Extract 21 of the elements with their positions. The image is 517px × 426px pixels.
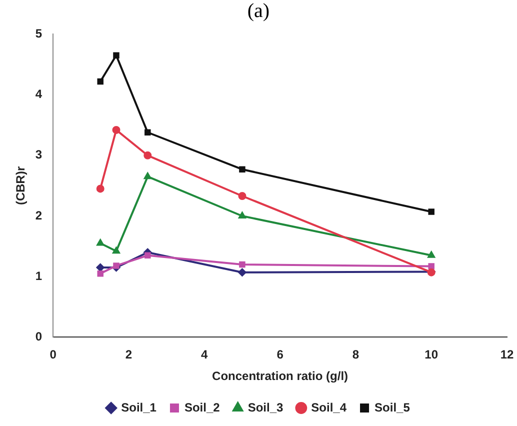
x-tick-label: 10 (424, 348, 438, 362)
legend-label: Soil_5 (374, 400, 410, 414)
y-axis-title: (CBR)r (14, 166, 28, 206)
x-tick-label: 6 (276, 348, 284, 362)
y-tick-label: 4 (35, 87, 42, 102)
legend-label: Soil_2 (184, 400, 220, 414)
x-tick-label: 8 (352, 348, 360, 362)
y-tick-label: 1 (35, 268, 42, 283)
y-tick-label: 3 (35, 148, 42, 162)
chart-title: (a) (246, 0, 271, 24)
y-tick-label: 2 (35, 208, 42, 222)
y-tick-label: 0 (35, 330, 42, 344)
legend-label: Soil_3 (248, 400, 284, 414)
y-tick-label: 5 (35, 26, 42, 41)
x-tick-label: 0 (50, 348, 57, 362)
x-axis-title: Concentration ratio (g/l) (212, 369, 348, 384)
x-tick-label: 2 (125, 348, 132, 362)
legend-label: Soil_4 (311, 400, 347, 414)
x-tick-label: 12 (500, 348, 514, 362)
x-tick-label: 4 (201, 348, 208, 362)
legend-label: Soil_1 (121, 400, 157, 414)
